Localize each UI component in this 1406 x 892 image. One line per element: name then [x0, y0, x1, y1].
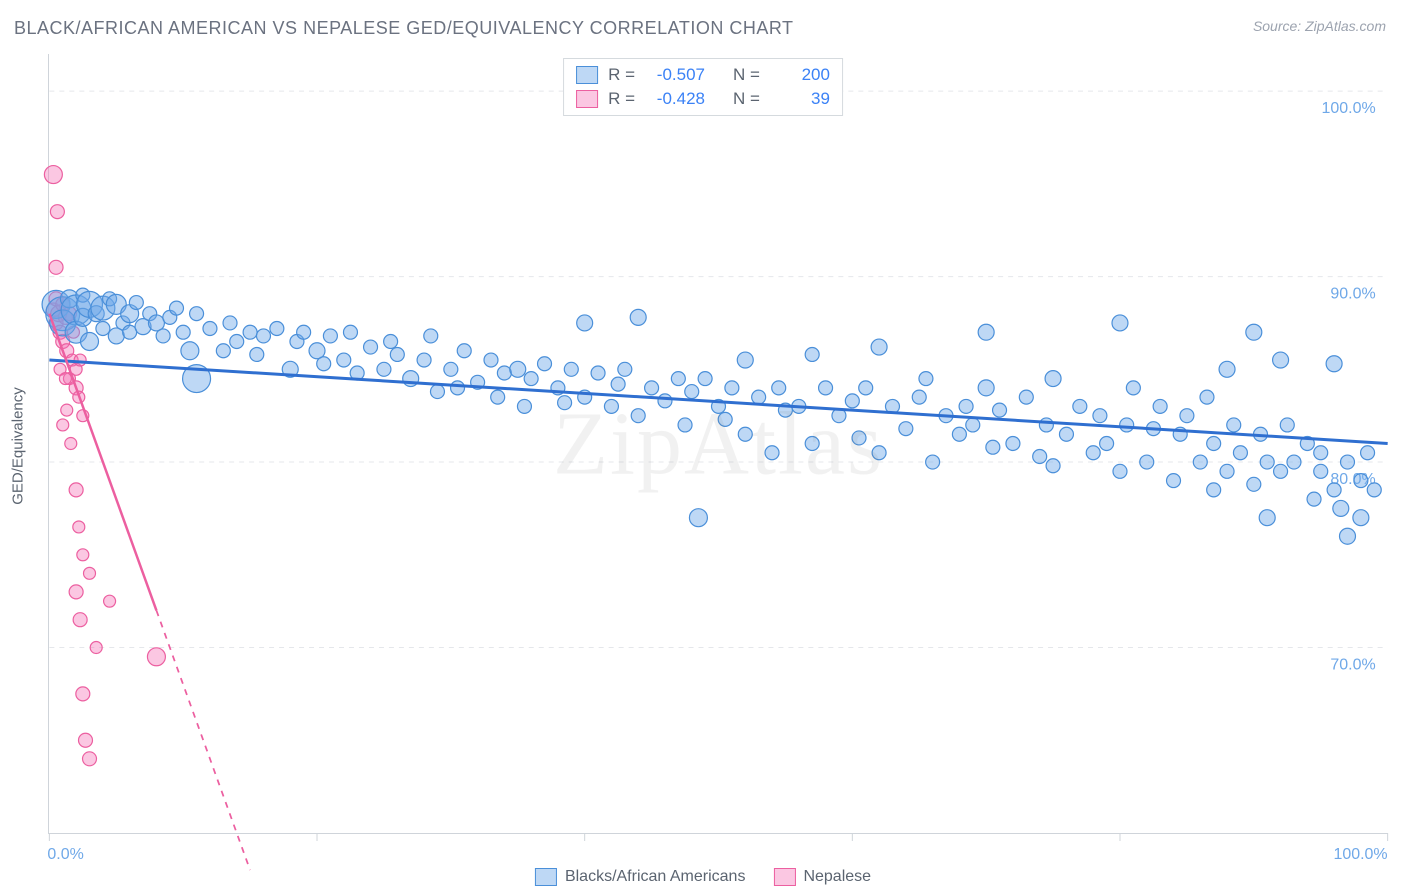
plot-area: 70.0%80.0%90.0%100.0%0.0%100.0% ZipAtlas — [48, 54, 1388, 834]
stats-row-series2: R = -0.428 N = 39 — [572, 87, 834, 111]
stats-row-series1: R = -0.507 N = 200 — [572, 63, 834, 87]
svg-text:100.0%: 100.0% — [1333, 846, 1387, 863]
source-label: Source: ZipAtlas.com — [1253, 18, 1386, 34]
stat-r-value-1: -0.507 — [645, 65, 705, 85]
stats-legend-box: R = -0.507 N = 200 R = -0.428 N = 39 — [563, 58, 843, 116]
stat-r-label-1: R = — [608, 65, 635, 85]
swatch-series1 — [576, 66, 598, 84]
legend-label-series2: Nepalese — [803, 868, 871, 886]
svg-text:0.0%: 0.0% — [47, 846, 83, 863]
stat-n-label-2: N = — [733, 89, 760, 109]
stat-n-value-2: 39 — [770, 89, 830, 109]
stat-r-label-2: R = — [608, 89, 635, 109]
legend-item-series2: Nepalese — [773, 868, 871, 886]
legend-item-series1: Blacks/African Americans — [535, 868, 746, 886]
swatch-bottom-series1 — [535, 868, 557, 886]
stat-r-value-2: -0.428 — [645, 89, 705, 109]
svg-text:100.0%: 100.0% — [1321, 100, 1375, 117]
svg-text:90.0%: 90.0% — [1330, 286, 1375, 303]
chart-svg: 70.0%80.0%90.0%100.0%0.0%100.0% — [49, 54, 1388, 833]
legend-label-series1: Blacks/African Americans — [565, 868, 746, 886]
chart-title: BLACK/AFRICAN AMERICAN VS NEPALESE GED/E… — [14, 18, 794, 39]
svg-text:70.0%: 70.0% — [1330, 656, 1375, 673]
swatch-series2 — [576, 90, 598, 108]
stat-n-value-1: 200 — [770, 65, 830, 85]
swatch-bottom-series2 — [773, 868, 795, 886]
chart-container: BLACK/AFRICAN AMERICAN VS NEPALESE GED/E… — [0, 0, 1406, 892]
stat-n-label-1: N = — [733, 65, 760, 85]
bottom-legend: Blacks/African Americans Nepalese — [535, 868, 871, 886]
y-axis-label: GED/Equivalency — [10, 387, 27, 505]
header: BLACK/AFRICAN AMERICAN VS NEPALESE GED/E… — [14, 18, 1386, 39]
